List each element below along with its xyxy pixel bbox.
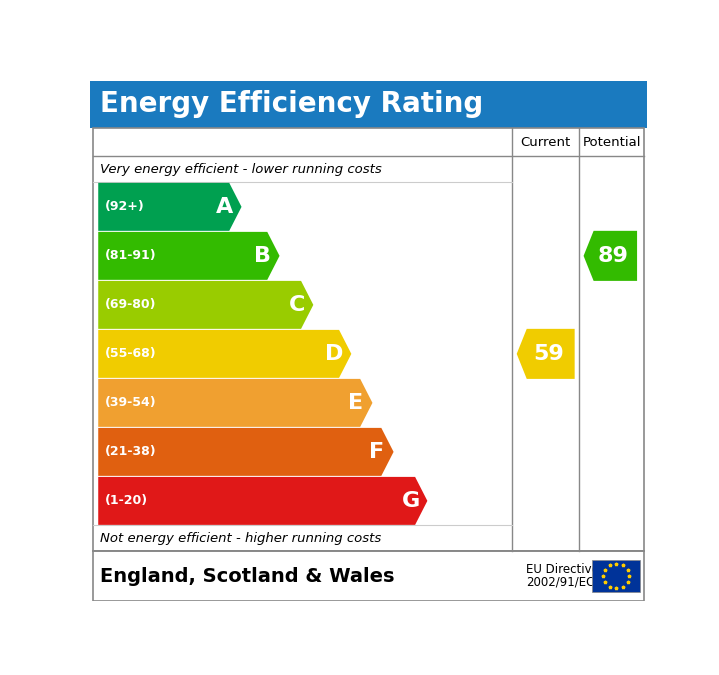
Text: Potential: Potential: [582, 136, 641, 148]
Polygon shape: [584, 231, 637, 281]
Text: D: D: [326, 344, 344, 364]
Polygon shape: [99, 428, 393, 476]
Text: E: E: [348, 393, 363, 413]
Polygon shape: [99, 379, 372, 427]
Polygon shape: [99, 281, 313, 329]
Text: G: G: [401, 491, 420, 511]
Polygon shape: [99, 183, 242, 231]
Text: (81-91): (81-91): [105, 249, 157, 263]
Text: (55-68): (55-68): [105, 348, 157, 360]
Polygon shape: [99, 330, 352, 378]
Bar: [93, 128, 644, 551]
Text: C: C: [288, 295, 305, 315]
Polygon shape: [517, 329, 574, 379]
Text: Energy Efficiency Rating: Energy Efficiency Rating: [100, 90, 483, 118]
Text: (1-20): (1-20): [105, 494, 148, 508]
Text: England, Scotland & Wales: England, Scotland & Wales: [100, 566, 395, 585]
Bar: [93, 551, 644, 601]
Text: F: F: [370, 442, 385, 462]
Text: 2002/91/EC: 2002/91/EC: [526, 576, 595, 589]
Bar: [90, 81, 647, 128]
Text: (21-38): (21-38): [105, 446, 157, 458]
Text: Not energy efficient - higher running costs: Not energy efficient - higher running co…: [100, 532, 381, 545]
Text: EU Directive: EU Directive: [526, 564, 599, 576]
Text: A: A: [216, 197, 234, 217]
Text: B: B: [255, 246, 271, 266]
Text: Current: Current: [521, 136, 571, 148]
Polygon shape: [99, 477, 427, 525]
Text: Very energy efficient - lower running costs: Very energy efficient - lower running co…: [100, 163, 382, 176]
Bar: [592, 560, 640, 592]
Text: 89: 89: [598, 246, 629, 266]
Polygon shape: [99, 232, 280, 280]
Text: (92+): (92+): [105, 200, 145, 213]
Text: 59: 59: [533, 344, 564, 364]
Text: (69-80): (69-80): [105, 298, 157, 311]
Text: (39-54): (39-54): [105, 396, 157, 409]
